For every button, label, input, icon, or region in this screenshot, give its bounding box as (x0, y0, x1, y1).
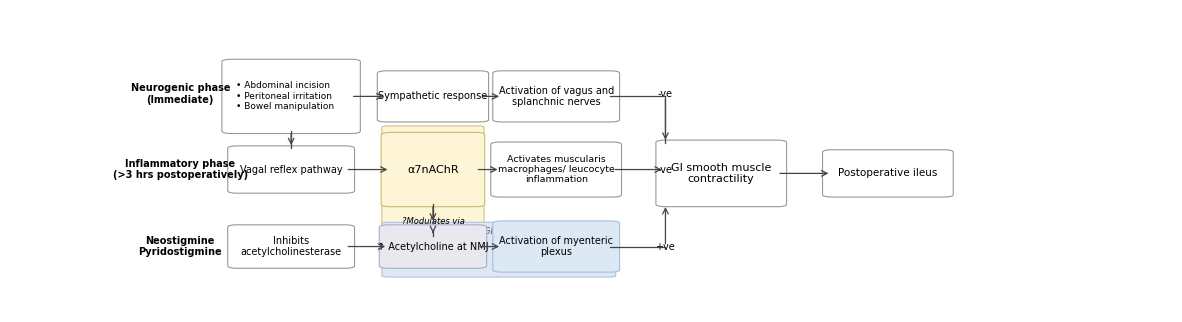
Text: -ve: -ve (657, 89, 673, 99)
Text: Inhibits
acetylcholinesterase: Inhibits acetylcholinesterase (241, 236, 342, 257)
FancyBboxPatch shape (382, 222, 616, 277)
Text: -ve: -ve (657, 165, 673, 175)
FancyBboxPatch shape (228, 146, 355, 193)
Text: α7nAChR: α7nAChR (407, 165, 459, 175)
FancyBboxPatch shape (379, 225, 487, 268)
FancyBboxPatch shape (656, 140, 786, 207)
Text: Activation of vagus and
splanchnic nerves: Activation of vagus and splanchnic nerve… (499, 86, 613, 107)
Text: GI smooth muscle
contractility: GI smooth muscle contractility (671, 163, 772, 184)
Text: Neostigmine
Pyridostigmine: Neostigmine Pyridostigmine (138, 236, 222, 257)
Text: Postoperative ileus: Postoperative ileus (838, 168, 937, 178)
Text: • Abdominal incision
• Peritoneal irritation
• Bowel manipulation: • Abdominal incision • Peritoneal irrita… (235, 81, 333, 111)
FancyBboxPatch shape (377, 71, 488, 122)
FancyBboxPatch shape (491, 142, 622, 197)
Text: Sympathetic response: Sympathetic response (378, 91, 487, 101)
FancyBboxPatch shape (222, 59, 361, 134)
Text: Activates muscularis
macrophages/ leucocyte
inflammation: Activates muscularis macrophages/ leucoc… (498, 155, 615, 185)
FancyBboxPatch shape (823, 150, 953, 197)
Text: Direct GI stimulation: Direct GI stimulation (455, 227, 543, 236)
FancyBboxPatch shape (228, 225, 355, 268)
Text: Vagal reflex pathway: Vagal reflex pathway (240, 165, 343, 175)
Text: Inflammatory phase
(>3 hrs postoperatively): Inflammatory phase (>3 hrs postoperative… (112, 159, 248, 180)
Text: Neurogenic phase
(Immediate): Neurogenic phase (Immediate) (130, 83, 230, 105)
FancyBboxPatch shape (493, 71, 619, 122)
FancyBboxPatch shape (493, 221, 619, 272)
Text: Activation of myenteric
plexus: Activation of myenteric plexus (499, 236, 613, 257)
Text: ↑ Acetylcholine at NMJ: ↑ Acetylcholine at NMJ (377, 242, 489, 251)
Text: ?Modulates via: ?Modulates via (402, 217, 465, 226)
Text: Cholinergic anti-
inflammatory pathway: Cholinergic anti- inflammatory pathway (385, 133, 480, 152)
FancyBboxPatch shape (381, 132, 485, 207)
FancyBboxPatch shape (382, 126, 485, 225)
Text: +ve: +ve (655, 242, 675, 251)
